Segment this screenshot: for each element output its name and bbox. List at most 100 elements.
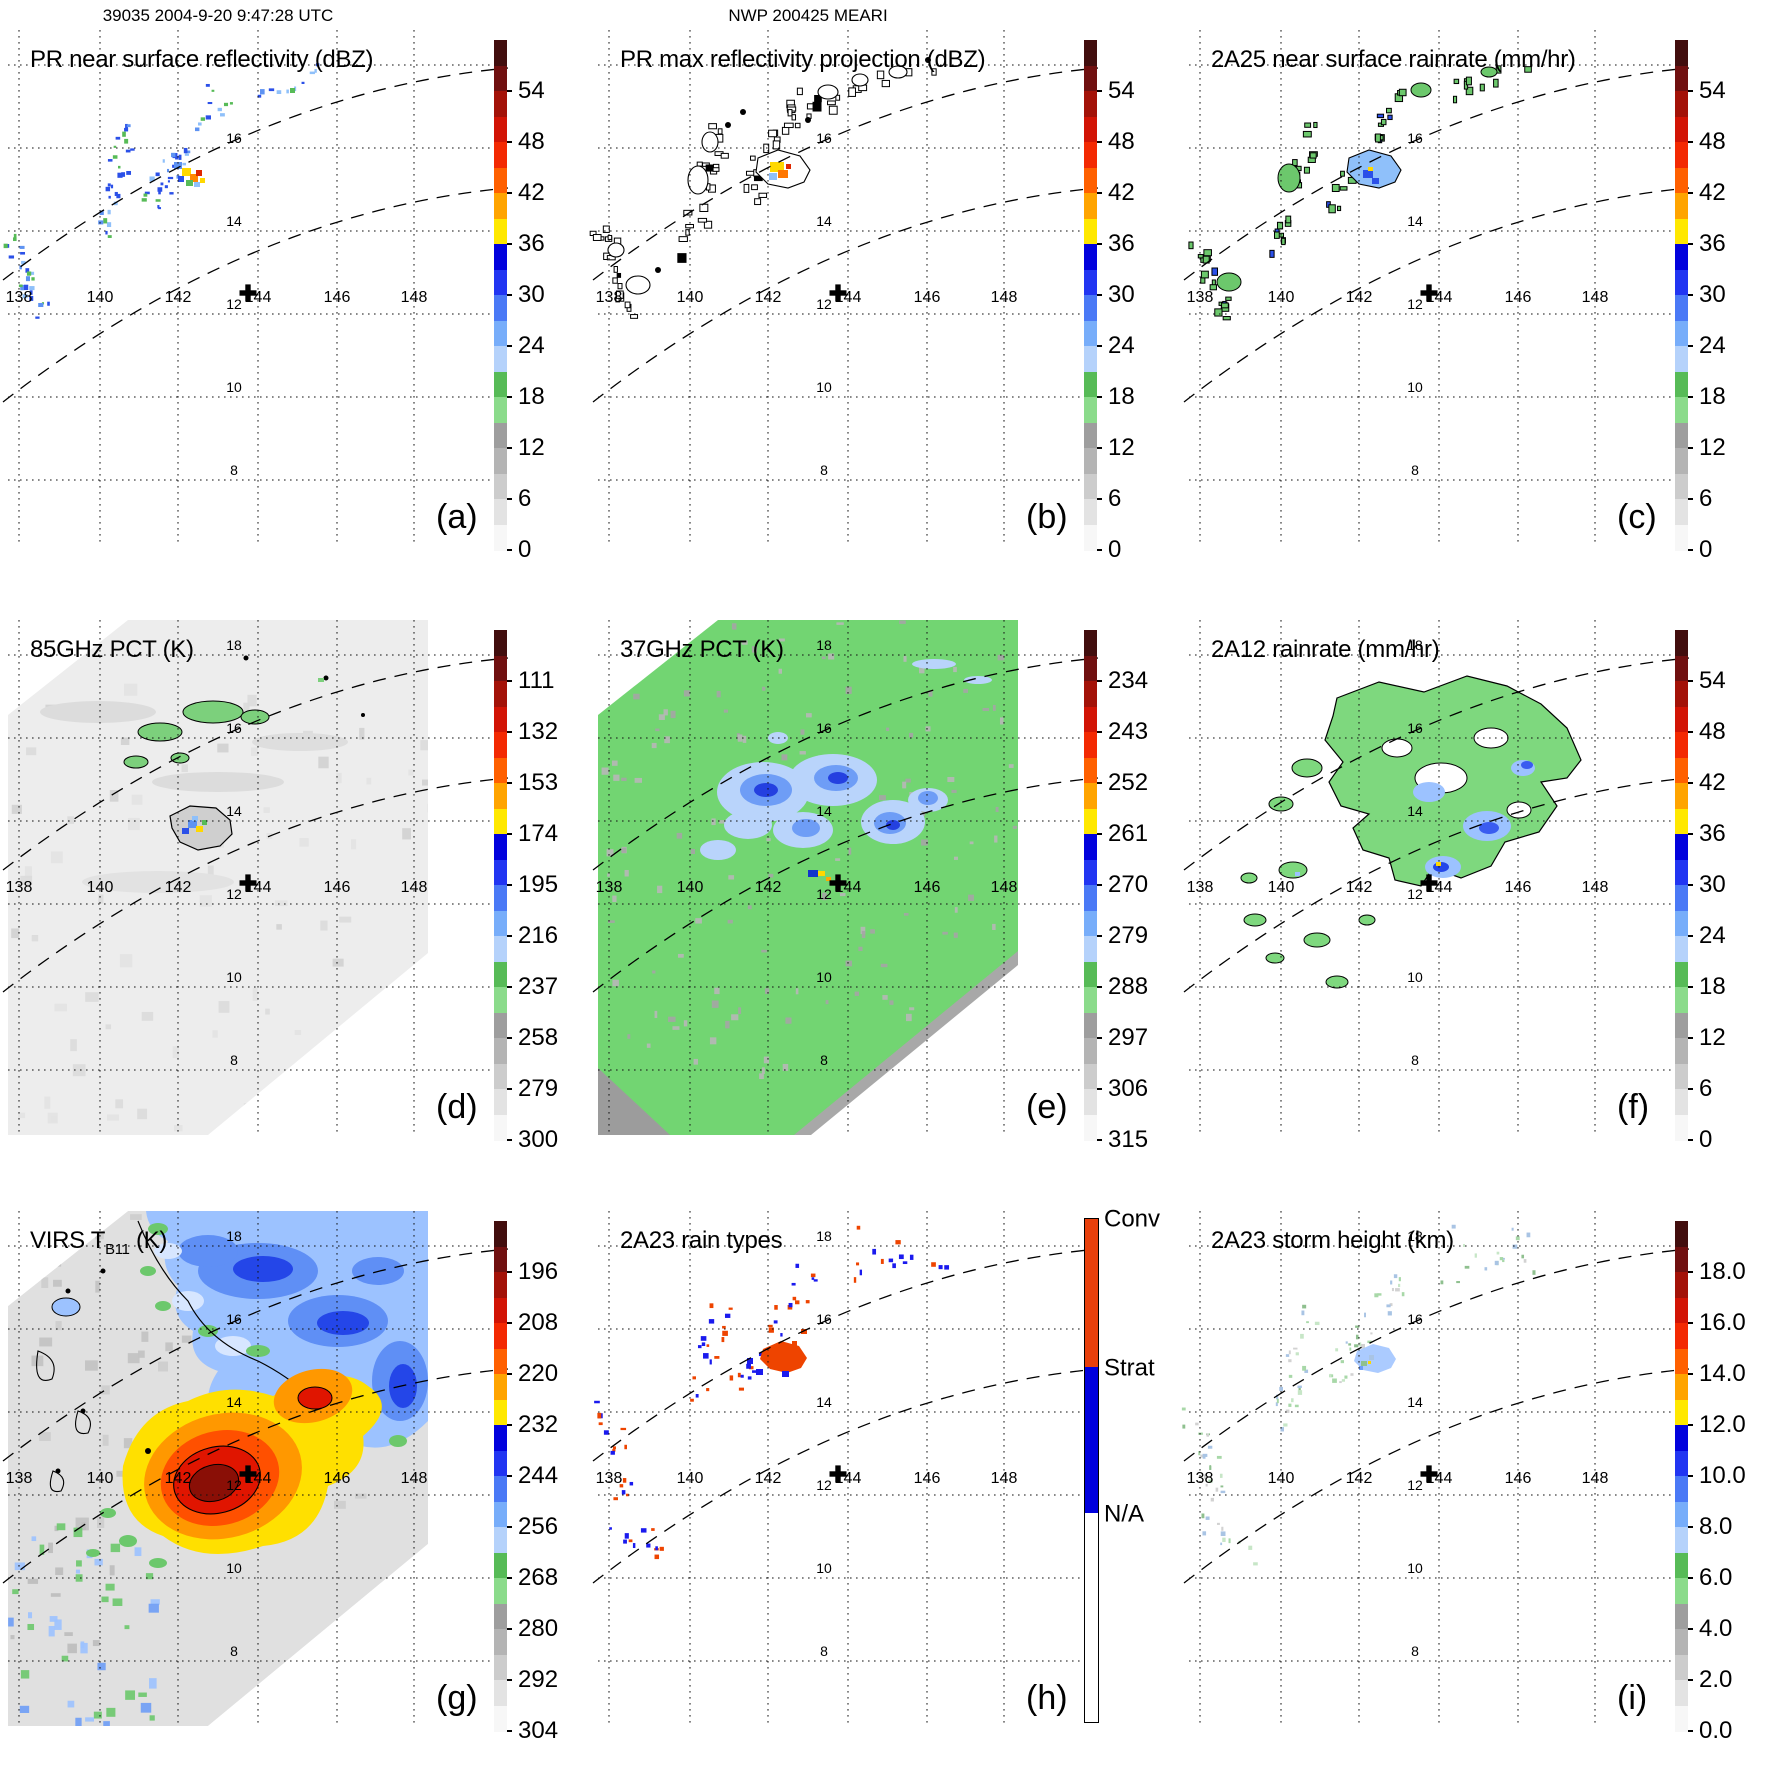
colorbar-tick <box>507 1730 512 1732</box>
pr-swath-edge-lower <box>2 777 509 993</box>
colorbar-segment <box>1675 1348 1688 1375</box>
colorbar-segment <box>1084 295 1097 322</box>
colorbar-tick-label: 24 <box>518 332 545 359</box>
lat-label: 10 <box>1407 969 1423 985</box>
lat-label: 18 <box>226 1228 242 1244</box>
rain-blobs <box>1216 66 1498 292</box>
panel-e: 138 140 142 144 146 148 18 16 14 12 10 8 37GHz PCT … <box>590 590 1180 1180</box>
lat-label: 18 <box>1407 637 1423 653</box>
colorbar-segment <box>1675 1089 1688 1116</box>
panel-b: NWP 200425 MEARI 138 140 142 144 14 <box>589 0 1180 590</box>
lat-label: 12 <box>226 1477 242 1493</box>
lat-label: 10 <box>1407 379 1423 395</box>
lon-label: 148 <box>1582 1470 1609 1487</box>
title-text: (K) <box>129 1227 168 1254</box>
colorbar-tick <box>507 447 512 449</box>
lat-label: 14 <box>1407 213 1423 229</box>
map-b: 138 140 142 144 146 148 16 14 12 10 8 PR max refle… <box>589 30 1099 545</box>
colorbar-tick <box>507 243 512 245</box>
colorbar-tick <box>1688 1424 1693 1426</box>
colorbar-tick <box>507 192 512 194</box>
colorbar-tick-label: 18 <box>1699 383 1726 410</box>
colorbar-tick-label: 268 <box>518 1564 559 1591</box>
colorbar-tick-label: 297 <box>1108 1024 1149 1051</box>
colorbar-segment <box>1675 834 1688 861</box>
lon-label: 138 <box>6 879 33 896</box>
map-art-g <box>8 1211 428 1726</box>
colorbar-tick <box>507 1139 512 1141</box>
colorbar-tick <box>1688 141 1693 143</box>
colorbar-tick-label: 30 <box>1699 871 1726 898</box>
colorbar-segment <box>1675 1680 1688 1707</box>
colorbar-segment <box>494 193 507 220</box>
colorbar-segment <box>1675 193 1688 220</box>
lat-label: 16 <box>1407 1311 1423 1327</box>
na-segment <box>1085 1513 1098 1722</box>
colorbar-tick <box>1097 243 1102 245</box>
colorbar-segment <box>1675 397 1688 424</box>
colorbar-segment <box>494 630 507 657</box>
colorbar-tick <box>1097 192 1102 194</box>
colorbar-segment <box>1675 1603 1688 1630</box>
lat-label: 14 <box>226 803 242 819</box>
swath-corner <box>598 1068 670 1135</box>
ir-imagery <box>8 1211 428 1726</box>
colorbar-segment <box>1084 422 1097 449</box>
colorbar-tick <box>1688 884 1693 886</box>
lat-label: 8 <box>1411 1643 1419 1659</box>
colorbar-segment <box>1084 40 1097 67</box>
colorbar-segment <box>494 371 507 398</box>
colorbar-tick-label: 12 <box>518 434 545 461</box>
lat-label: 18 <box>226 637 242 653</box>
colorbar-segment <box>1084 346 1097 373</box>
colorbar-segment <box>1675 244 1688 271</box>
colorbar-tick-label: 12 <box>1699 1024 1726 1051</box>
lon-label: 140 <box>87 879 114 896</box>
colorbar-segment <box>1675 808 1688 835</box>
colorbar-segment <box>1675 961 1688 988</box>
colorbar-tick-label: 6.0 <box>1699 1564 1733 1591</box>
colorbar-segment <box>494 167 507 194</box>
colorbar-tick-label: 54 <box>1699 667 1726 694</box>
colorbar-tick-label: 30 <box>518 281 545 308</box>
colorbar-tick <box>1688 935 1693 937</box>
map-d: 138 140 142 144 146 148 18 16 14 12 10 8 85GHz PCT … <box>2 620 509 1135</box>
colorbar-segment <box>494 910 507 937</box>
colorbar-tick <box>1097 345 1102 347</box>
colorbar-segment <box>1675 91 1688 118</box>
lat-label: 10 <box>816 969 832 985</box>
colorbar-segment <box>494 1629 507 1656</box>
title-subscript: B11 <box>105 1241 130 1258</box>
colorbar-tick <box>1688 549 1693 551</box>
colorbar-tick-label: 54 <box>1699 77 1726 104</box>
pr-swath-edge-upper <box>2 657 509 871</box>
colorbar-tick-label: 14.0 <box>1699 1360 1746 1387</box>
lat-label: 16 <box>226 130 242 146</box>
colorbar-segment <box>1675 859 1688 886</box>
panel-letter-b: (b) <box>1026 498 1068 536</box>
colorbar-tick-label: 216 <box>518 922 559 949</box>
colorbar-segment <box>494 346 507 373</box>
colorbar-tick-label: 304 <box>518 1717 559 1744</box>
map-a: 138 140 142 144 146 148 16 14 12 10 8 PR near surf… <box>2 30 509 545</box>
colorbar-tick-label: 16.0 <box>1699 1309 1746 1336</box>
colorbar-tick <box>507 1628 512 1630</box>
storm-center-cross <box>239 1465 257 1483</box>
lon-label: 142 <box>165 879 192 896</box>
colorbar-tick <box>1688 345 1693 347</box>
colorbar-segment <box>494 936 507 963</box>
lon-label: 148 <box>401 289 428 306</box>
colorbar-tick <box>507 1526 512 1528</box>
lat-label: 12 <box>1407 886 1423 902</box>
colorbar-segment <box>1675 448 1688 475</box>
title-text: VIRS T <box>30 1227 106 1254</box>
colorbar-tick-label: 2.0 <box>1699 1666 1733 1693</box>
map-art-h <box>594 1225 950 1560</box>
colorbar-segment <box>1675 987 1688 1014</box>
colorbar-segment <box>1675 1063 1688 1090</box>
map-art-b <box>589 57 937 319</box>
colorbar-segment <box>1675 116 1688 143</box>
colorbar-tick <box>1688 192 1693 194</box>
colorbar-segment <box>1675 732 1688 759</box>
